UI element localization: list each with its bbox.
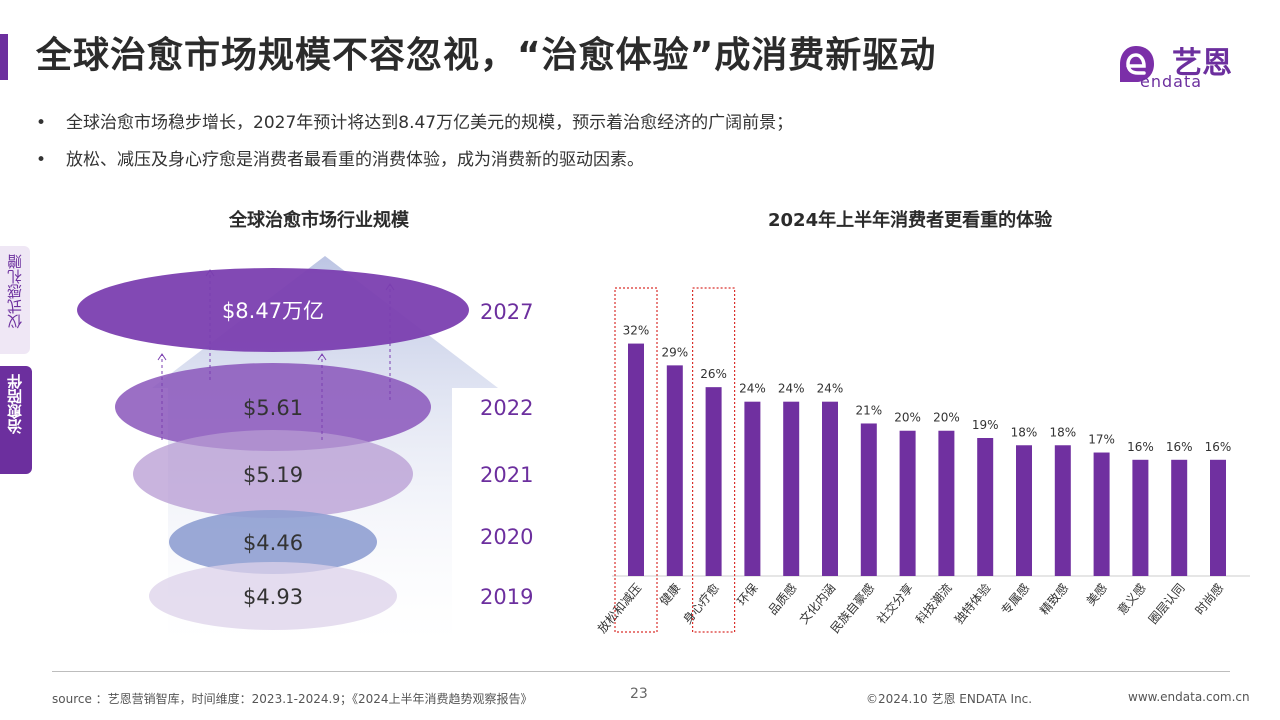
arrow-head-icon xyxy=(317,353,327,361)
bar-圈层认同 xyxy=(1171,459,1188,576)
category-label: 文化内涵 xyxy=(796,580,838,626)
bar-健康 xyxy=(666,365,683,576)
footer-divider xyxy=(52,671,1230,672)
year-label: 2019 xyxy=(480,585,533,609)
year-label: 2022 xyxy=(480,396,533,420)
right-chart-title: 2024年上半年消费者更看重的体验 xyxy=(768,210,1053,231)
bar-科技潮流 xyxy=(938,430,955,576)
bar-社交分享 xyxy=(899,430,916,576)
bar-value-label: 24% xyxy=(739,382,766,396)
logo-text-cn: 艺恩 xyxy=(1172,46,1232,81)
bar-value-label: 19% xyxy=(972,418,999,432)
bar-身心疗愈 xyxy=(705,387,722,576)
bar-放松和减压 xyxy=(628,343,644,576)
bar-value-label: 16% xyxy=(1166,440,1193,454)
market-value-label: $5.19 xyxy=(243,463,303,487)
bar-value-label: 16% xyxy=(1127,440,1154,454)
logo-text-en: endata xyxy=(1140,72,1203,91)
category-label: 圈层认同 xyxy=(1146,581,1188,627)
category-label: 科技潮流 xyxy=(912,580,954,626)
category-label: 放松和减压 xyxy=(594,580,644,636)
category-label: 时尚感 xyxy=(1192,580,1227,617)
bar-独特体验 xyxy=(977,438,994,576)
market-value-label: $4.93 xyxy=(243,585,303,609)
left-chart-title: 全球治愈市场行业规模 xyxy=(229,210,409,231)
bar-意义感 xyxy=(1132,459,1149,576)
bar-专属感 xyxy=(1016,445,1032,576)
side-tab-label: 治愈陪伴 xyxy=(6,374,24,434)
bullet-dot: • xyxy=(36,113,47,133)
bar-value-label: 18% xyxy=(1049,425,1076,439)
bullet-2: • 放松、减压及身心疗愈是消费者最看重的消费体验，成为消费新的驱动因素。 xyxy=(36,145,644,170)
side-tab-ritual-gifts[interactable]: 仪式感礼赠 xyxy=(0,246,30,354)
bullet-dot: • xyxy=(36,150,47,170)
bar-value-label: 26% xyxy=(700,367,727,381)
category-label: 环保 xyxy=(735,581,761,608)
bar-时尚感 xyxy=(1210,459,1226,576)
year-label: 2027 xyxy=(480,300,533,324)
footer-source: source ：艺恩营销智库，时间维度：2023.1-2024.9；《2024上… xyxy=(52,692,533,706)
bar-精致感 xyxy=(1054,445,1071,576)
category-label: 精致感 xyxy=(1036,580,1071,617)
category-label: 身心疗愈 xyxy=(680,580,722,626)
market-value-label: $5.61 xyxy=(243,396,303,420)
category-label: 品质感 xyxy=(765,580,800,617)
bullet-1: • 全球治愈市场稳步增长，2027年预计将达到8.47万亿美元的规模，预示着治愈经… xyxy=(36,108,793,133)
arrow-head-icon xyxy=(157,353,167,361)
bar-value-label: 20% xyxy=(933,411,960,425)
bar-value-label: 21% xyxy=(855,403,882,417)
bar-value-label: 16% xyxy=(1205,440,1232,454)
bar-品质感 xyxy=(783,401,800,576)
footer-copyright: ©2024.10 艺恩 ENDATA Inc. xyxy=(866,692,1033,706)
bar-value-label: 18% xyxy=(1011,425,1038,439)
year-label: 2021 xyxy=(480,463,533,487)
highlight-box xyxy=(614,287,658,633)
side-tab-label: 仪式感礼赠 xyxy=(6,254,24,329)
category-label: 健康 xyxy=(656,580,683,608)
market-value-label: $4.46 xyxy=(243,531,303,555)
highlight-box xyxy=(691,287,736,633)
bar-环保 xyxy=(744,401,761,576)
category-label: 独特体验 xyxy=(951,580,993,626)
market-size-chart: $8.47万亿 $5.61 $5.19 $4.46 $4.93 2027 2022 2021… xyxy=(77,256,533,642)
logo-mark-icon xyxy=(1120,46,1154,82)
bar-value-label: 24% xyxy=(817,382,844,396)
category-label: 美感 xyxy=(1083,580,1110,608)
market-ellipse-2027 xyxy=(77,268,469,352)
endata-logo: 艺恩 endata xyxy=(1114,38,1244,91)
year-label: 2020 xyxy=(480,525,533,549)
category-label: 社交分享 xyxy=(874,580,916,626)
title-accent-bar xyxy=(0,34,8,80)
category-label: 意义感 xyxy=(1114,580,1149,617)
bar-美感 xyxy=(1093,452,1110,576)
bar-value-label: 32% xyxy=(623,324,650,338)
arrow-head-icon xyxy=(205,269,215,277)
bar-value-label: 24% xyxy=(778,382,805,396)
market-value-label: $8.47万亿 xyxy=(222,299,324,323)
bar-民族自豪感 xyxy=(860,423,877,576)
footer-url[interactable]: www.endata.com.cn xyxy=(1128,690,1250,704)
market-ellipse-2019 xyxy=(149,562,397,630)
category-label: 专属感 xyxy=(998,580,1033,617)
experience-bar-chart: 32% 放松和减压 29% 健康 26% 身心疗愈 24% 环保 24% 品质感 24% 文化内涵 21… xyxy=(594,287,1250,636)
side-tab-healing-companion[interactable]: 治愈陪伴 xyxy=(0,366,32,474)
bullet-text-1: 全球治愈市场稳步增长，2027年预计将达到8.47万亿美元的规模，预示着治愈经济… xyxy=(66,113,794,133)
market-ellipse-2021 xyxy=(133,430,413,518)
page-title: 全球治愈市场规模不容忽视，“治愈体验”成消费新驱动 xyxy=(36,35,937,76)
bar-value-label: 29% xyxy=(661,345,688,359)
bar-文化内涵 xyxy=(822,401,838,576)
bar-value-label: 17% xyxy=(1088,433,1115,447)
page-number: 23 xyxy=(630,686,648,702)
market-ellipse-2022 xyxy=(115,363,431,451)
market-ellipse-2020 xyxy=(169,510,377,574)
bar-value-label: 20% xyxy=(894,411,921,425)
bullet-text-2: 放松、减压及身心疗愈是消费者最看重的消费体验，成为消费新的驱动因素。 xyxy=(66,150,644,170)
arrow-head-icon xyxy=(385,283,395,291)
